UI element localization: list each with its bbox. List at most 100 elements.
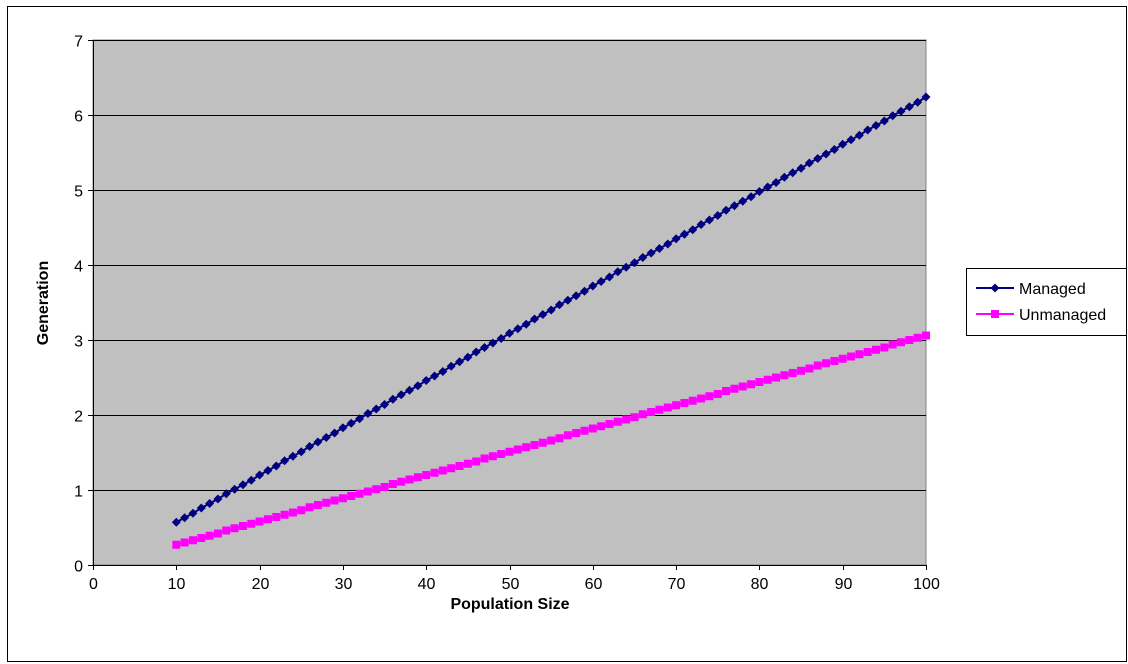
data-point-managed-99: [913, 97, 923, 107]
data-point-unmanaged-74: [705, 392, 714, 401]
data-point-unmanaged-66: [638, 410, 647, 419]
data-point-managed-40: [421, 376, 431, 385]
data-point-managed-92: [854, 130, 864, 140]
data-point-unmanaged-17: [230, 524, 239, 533]
data-point-unmanaged-43: [447, 464, 456, 473]
data-point-managed-45: [463, 352, 473, 362]
data-point-unmanaged-67: [647, 408, 656, 416]
data-point-managed-85: [796, 163, 806, 173]
data-point-managed-34: [371, 404, 381, 414]
data-point-managed-62: [604, 272, 614, 282]
x-tick-label-60: 60: [585, 576, 603, 593]
data-point-managed-35: [380, 400, 390, 409]
data-point-unmanaged-93: [863, 348, 872, 356]
data-point-managed-84: [788, 168, 798, 178]
data-point-unmanaged-13: [197, 534, 206, 542]
data-point-managed-19: [246, 475, 256, 485]
data-point-unmanaged-76: [722, 387, 731, 395]
data-point-unmanaged-49: [497, 450, 506, 458]
data-point-unmanaged-91: [847, 352, 856, 361]
legend-label-unmanaged: Unmanaged: [1019, 307, 1106, 324]
data-point-unmanaged-28: [322, 498, 331, 507]
data-point-unmanaged-92: [855, 350, 864, 359]
data-point-managed-42: [438, 367, 448, 376]
data-point-unmanaged-20: [255, 517, 264, 526]
data-point-managed-79: [746, 192, 756, 202]
data-point-managed-75: [713, 211, 723, 220]
data-point-managed-60: [588, 281, 598, 291]
data-point-managed-47: [480, 343, 490, 352]
data-point-unmanaged-32: [355, 489, 364, 498]
data-point-unmanaged-31: [347, 492, 356, 500]
data-point-managed-50: [505, 328, 514, 338]
data-point-managed-30: [338, 423, 348, 433]
data-point-unmanaged-14: [205, 531, 214, 540]
data-point-unmanaged-57: [563, 431, 572, 440]
data-point-managed-70: [671, 234, 681, 244]
data-point-unmanaged-27: [313, 501, 322, 509]
gridlines: [93, 40, 926, 491]
legend-marker-managed: [990, 283, 1000, 293]
data-point-managed-38: [405, 385, 415, 395]
data-point-unmanaged-100: [922, 331, 930, 340]
data-point-unmanaged-47: [480, 454, 489, 463]
data-point-managed-51: [513, 324, 523, 334]
data-point-unmanaged-24: [288, 508, 297, 517]
data-point-unmanaged-94: [872, 345, 881, 354]
data-point-unmanaged-71: [680, 399, 689, 407]
data-point-managed-56: [554, 300, 564, 310]
y-tick-label-4: 4: [74, 259, 83, 276]
data-point-managed-36: [388, 394, 398, 404]
data-point-unmanaged-22: [272, 513, 281, 521]
data-point-managed-71: [679, 229, 689, 239]
data-point-managed-54: [538, 310, 548, 319]
data-point-managed-18: [238, 480, 248, 490]
data-point-unmanaged-85: [797, 366, 806, 375]
data-point-unmanaged-21: [263, 515, 272, 524]
data-point-unmanaged-96: [888, 340, 897, 349]
data-point-unmanaged-61: [597, 422, 606, 431]
data-point-unmanaged-12: [188, 536, 197, 545]
data-point-unmanaged-26: [305, 503, 314, 512]
data-point-unmanaged-23: [280, 510, 289, 519]
data-point-unmanaged-75: [713, 390, 722, 398]
data-point-unmanaged-88: [822, 359, 831, 368]
data-point-unmanaged-11: [180, 538, 189, 547]
legend: Managed Unmanaged: [966, 268, 1126, 336]
data-point-unmanaged-53: [530, 441, 539, 449]
plot-area: [92, 39, 927, 566]
data-point-unmanaged-82: [772, 373, 781, 382]
data-point-unmanaged-99: [913, 333, 922, 342]
data-point-managed-37: [396, 390, 406, 400]
data-point-managed-77: [729, 201, 739, 211]
data-point-unmanaged-39: [413, 473, 422, 482]
data-point-unmanaged-97: [897, 338, 906, 347]
data-point-managed-66: [638, 253, 648, 262]
plot-background: [92, 39, 927, 566]
y-tick-label-5: 5: [74, 184, 83, 201]
data-point-unmanaged-84: [788, 369, 797, 377]
data-point-managed-24: [288, 451, 298, 461]
data-point-managed-59: [579, 286, 589, 296]
data-point-managed-43: [446, 361, 456, 371]
data-point-unmanaged-52: [522, 443, 531, 452]
series-unmanaged: [172, 331, 930, 549]
data-point-unmanaged-34: [372, 485, 381, 494]
data-point-unmanaged-65: [630, 413, 639, 422]
data-point-managed-82: [771, 178, 781, 187]
data-point-managed-32: [355, 414, 365, 424]
data-point-unmanaged-54: [538, 438, 547, 447]
data-point-managed-55: [546, 305, 556, 315]
data-point-managed-94: [871, 121, 881, 130]
data-point-managed-49: [496, 334, 506, 343]
data-point-managed-21: [263, 466, 273, 475]
data-point-managed-22: [271, 461, 281, 471]
data-point-managed-31: [346, 418, 356, 428]
x-tick-label-10: 10: [168, 576, 186, 593]
data-point-unmanaged-69: [663, 403, 672, 412]
y-tick-label-2: 2: [74, 409, 83, 426]
data-point-managed-15: [213, 494, 223, 504]
data-point-managed-98: [904, 102, 914, 112]
data-point-unmanaged-95: [880, 343, 889, 352]
